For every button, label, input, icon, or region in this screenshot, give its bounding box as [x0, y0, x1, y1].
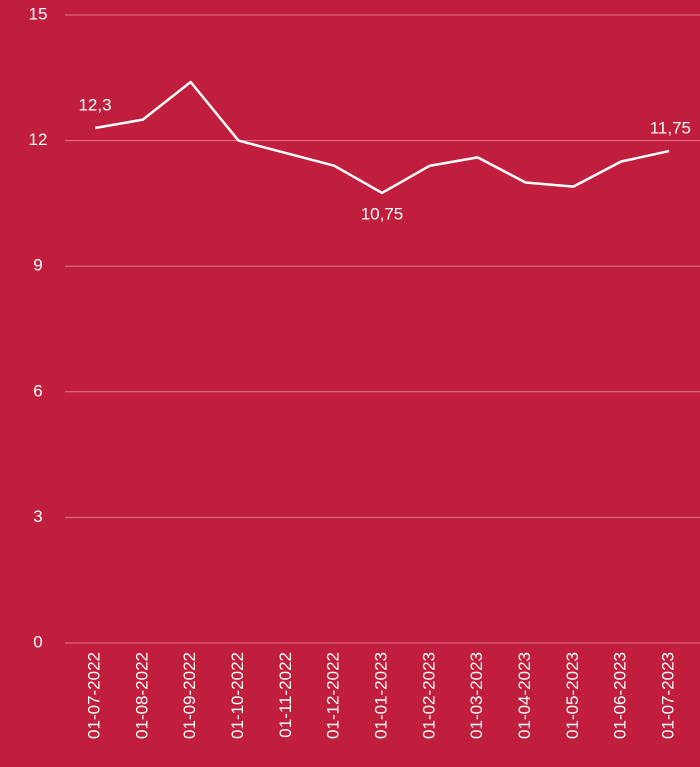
data-label: 12,3 — [78, 96, 111, 115]
y-tick-label: 9 — [33, 256, 42, 275]
x-tick-label: 01-07-2023 — [658, 652, 677, 739]
x-tick-label: 01-08-2022 — [132, 652, 151, 739]
line — [94, 80, 670, 195]
x-tick-label: 01-03-2023 — [467, 652, 486, 739]
x-tick-label: 01-01-2023 — [371, 652, 390, 739]
x-tick-label: 01-09-2022 — [180, 652, 199, 739]
x-tick-label: 01-07-2022 — [84, 652, 103, 739]
x-tick-label: 01-06-2023 — [611, 652, 630, 739]
x-tick-label: 01-02-2023 — [419, 652, 438, 739]
y-tick-label: 6 — [33, 381, 42, 400]
y-tick-label: 3 — [33, 507, 42, 526]
y-tick-label: 0 — [33, 632, 42, 651]
data-label: 11,75 — [650, 119, 691, 138]
y-tick-label: 15 — [29, 4, 48, 23]
y-tick-label: 12 — [29, 130, 48, 149]
data-label: 10,75 — [361, 204, 404, 223]
x-tick-label: 01-05-2023 — [563, 652, 582, 739]
x-tick-label: 01-10-2022 — [228, 652, 247, 739]
x-tick-label: 01-11-2022 — [276, 652, 295, 738]
x-tick-label: 01-12-2022 — [324, 652, 343, 739]
x-tick-label: 01-04-2023 — [515, 652, 534, 739]
